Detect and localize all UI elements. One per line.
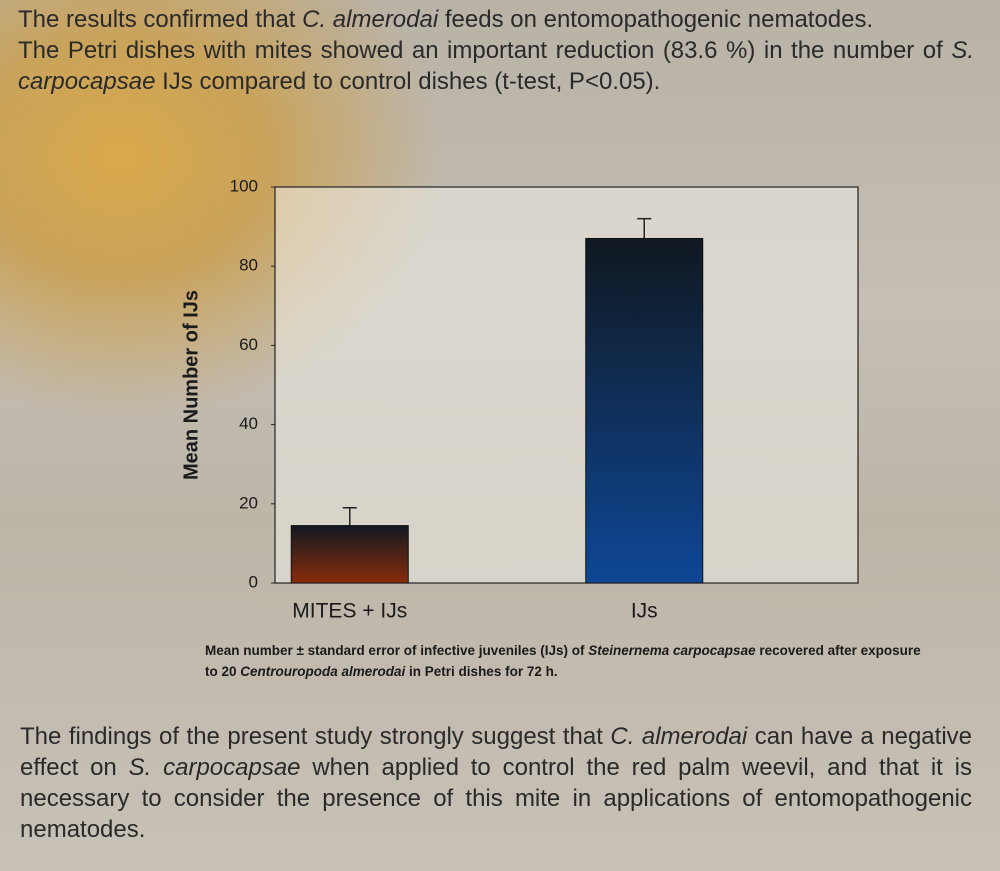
italic-text: Centrouropoda almerodai: [240, 664, 406, 679]
y-tick-label: 20: [239, 493, 258, 512]
x-tick-label: MITES + IJs: [292, 600, 407, 623]
text-run: when applied to control the red palm wee…: [20, 754, 972, 843]
y-tick-label: 40: [239, 414, 258, 433]
x-tick-label: IJs: [631, 600, 658, 623]
y-tick-label: 80: [239, 256, 258, 275]
text-run: The findings of the present study strong…: [20, 723, 611, 750]
italic-text: S. carpocapsae: [128, 754, 301, 781]
plot-frame: [274, 186, 859, 584]
text-run: IJs compared to control dishes (t-test, …: [155, 68, 661, 95]
italic-text: C. almerodai: [302, 6, 439, 33]
text-run: Mean number ± standard error of infectiv…: [205, 643, 589, 658]
conclusion-text: The findings of the present study strong…: [20, 721, 972, 845]
y-tick-label: 100: [230, 176, 258, 195]
y-tick-label: 0: [249, 572, 258, 591]
italic-text: S. carpocapsae: [18, 37, 974, 95]
italic-text: C. almerodai: [610, 723, 748, 750]
y-axis-label: Mean Number of IJs: [180, 290, 202, 480]
text-run: recovered after exposure to 20: [205, 643, 921, 679]
bar: [290, 525, 409, 584]
intro-text: The results confirmed that C. almerodai …: [18, 4, 974, 97]
paragraph: The results confirmed that C. almerodai …: [18, 4, 974, 35]
paragraph: The findings of the present study strong…: [20, 721, 972, 845]
text-run: The results confirmed that: [18, 6, 303, 33]
italic-text: Steinernema carpocapsae: [588, 643, 756, 658]
text-run: feeds on entomopathogenic nematodes.: [438, 6, 874, 33]
y-tick-label: 60: [239, 335, 258, 354]
chart-caption: Mean number ± standard error of infectiv…: [205, 640, 925, 682]
text-run: in Petri dishes for 72 h.: [405, 664, 558, 679]
paragraph: The Petri dishes with mites showed an im…: [18, 35, 974, 97]
bar: [585, 237, 704, 584]
text-run: can have a negative effect on: [20, 723, 972, 781]
text-run: The Petri dishes with mites showed an im…: [18, 37, 952, 64]
